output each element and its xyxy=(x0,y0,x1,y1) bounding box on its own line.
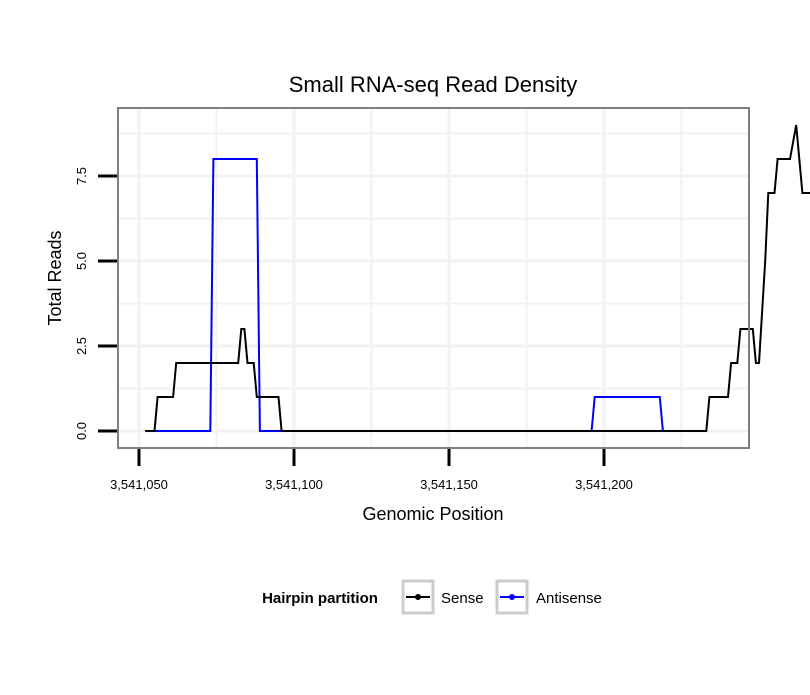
series-line-sense xyxy=(145,124,810,432)
grid-lines xyxy=(118,108,749,448)
y-tick-label: 0.0 xyxy=(74,422,89,440)
y-axis: 0.0 2.5 5.0 7.5 xyxy=(74,167,117,440)
y-tick-label: 5.0 xyxy=(74,252,89,270)
legend-marker-antisense xyxy=(509,594,515,600)
legend-marker-sense xyxy=(415,594,421,600)
legend-label-antisense: Antisense xyxy=(536,590,602,607)
series-lines xyxy=(145,124,810,432)
y-tick-label: 2.5 xyxy=(74,337,89,355)
x-axis-title: Genomic Position xyxy=(362,504,503,524)
x-axis: 3,541,050 3,541,100 3,541,150 3,541,200 xyxy=(110,449,633,492)
x-tick-label: 3,541,100 xyxy=(265,477,323,492)
x-tick-label: 3,541,200 xyxy=(575,477,633,492)
legend-title: Hairpin partition xyxy=(262,590,378,607)
legend: Hairpin partition Sense Antisense xyxy=(262,579,602,615)
plot-panel-border xyxy=(117,107,750,449)
x-tick-label: 3,541,150 xyxy=(420,477,478,492)
y-tick-label: 7.5 xyxy=(74,167,89,185)
chart-title: Small RNA-seq Read Density xyxy=(289,72,578,97)
legend-label-sense: Sense xyxy=(441,590,484,607)
y-axis-title: Total Reads xyxy=(45,230,65,325)
x-tick-label: 3,541,050 xyxy=(110,477,168,492)
